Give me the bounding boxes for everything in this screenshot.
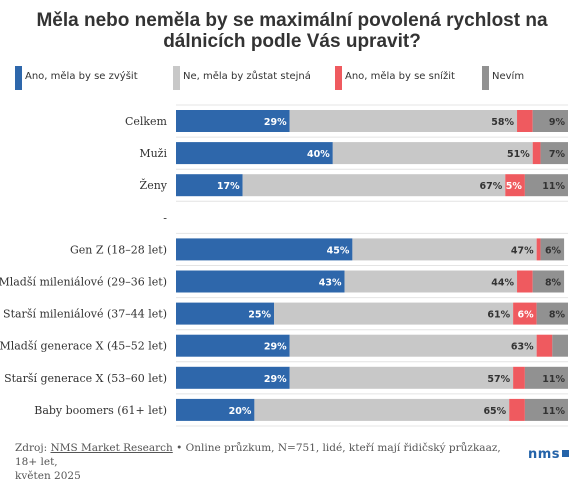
data-label-decrease: 6% — [517, 310, 534, 321]
category-label: Muži — [139, 147, 167, 160]
bar-segment-increase — [176, 366, 290, 389]
data-label-same: 44% — [491, 278, 514, 289]
bar-segment-increase — [176, 110, 290, 132]
category-label: Gen Z (18–28 let) — [70, 243, 167, 256]
legend-label-dontknow: Nevím — [492, 71, 525, 82]
logo-square-icon — [562, 450, 569, 457]
legend-swatch-dontknow — [482, 66, 489, 90]
bar-segment-increase — [176, 238, 353, 261]
nms-logo: nms — [528, 447, 569, 462]
bar-segment-dontknow — [524, 174, 568, 197]
category-label: Starší mileniálové (37–44 let) — [3, 308, 167, 321]
data-label-same: 61% — [487, 310, 510, 321]
bar-segment-dontknow — [524, 398, 568, 421]
footer-source: Zdroj: NMS Market Research • Online průz… — [15, 441, 515, 483]
data-label-same: 65% — [483, 406, 506, 417]
footer-date: květen 2025 — [15, 470, 81, 482]
data-label-dontknow: 9% — [549, 117, 566, 128]
data-label-dontknow: 8% — [545, 278, 562, 289]
data-label-same: 67% — [480, 181, 503, 192]
bar-segment-same — [274, 302, 514, 325]
bar-segment-same — [289, 110, 518, 132]
bar-segment-same — [242, 174, 506, 197]
data-label-dontknow: 11% — [542, 181, 565, 192]
bar-segment-increase — [176, 142, 333, 165]
data-label-increase: 40% — [307, 149, 330, 160]
data-label-same: 51% — [507, 149, 530, 160]
data-label-increase: 45% — [327, 245, 350, 256]
legend-swatch-increase — [15, 66, 22, 90]
data-label-increase: 29% — [264, 374, 287, 385]
bar-segment-increase — [176, 398, 255, 421]
category-label: Starší generace X (53–60 let) — [4, 372, 167, 385]
category-label: Mladší mileniálové (29–36 let) — [0, 276, 167, 289]
category-label: - — [163, 211, 167, 224]
bar-segment-increase — [176, 270, 345, 293]
data-label-dontknow: 6% — [545, 245, 562, 256]
category-label: Ženy — [140, 178, 168, 192]
title-line-2: dálnicích podle Vás upravit? — [163, 31, 421, 52]
bar-segment-decrease — [505, 174, 525, 197]
data-label-increase: 29% — [264, 342, 287, 353]
title-line-1: Měla nebo neměla by se maximální povolen… — [36, 10, 548, 31]
data-label-same: 57% — [487, 374, 510, 385]
bar-segment-increase — [176, 334, 290, 357]
source-link[interactable]: NMS Market Research — [50, 442, 173, 454]
bar-segment-decrease — [513, 302, 537, 325]
bar-segment-decrease — [517, 270, 533, 293]
bar-segment-same — [344, 270, 518, 293]
data-label-increase: 43% — [319, 278, 342, 289]
data-label-dontknow: 7% — [549, 149, 566, 160]
data-label-same: 47% — [511, 245, 534, 256]
bar-segment-same — [332, 142, 533, 165]
category-label: Baby boomers (61+ let) — [34, 404, 167, 417]
bar-segment-same — [289, 366, 514, 389]
bar-segment-increase — [176, 174, 243, 197]
bar-segment-decrease — [513, 366, 525, 389]
bar-segment-decrease — [532, 142, 541, 165]
data-label-dontknow: 11% — [542, 374, 565, 385]
bar-segment-dontknow — [532, 110, 568, 132]
data-label-increase: 17% — [217, 181, 240, 192]
data-label-dontknow: 8% — [549, 310, 566, 321]
data-label-increase: 20% — [229, 406, 252, 417]
bar-segment-same — [352, 238, 537, 261]
bar-segment-increase — [176, 302, 274, 325]
data-label-increase: 25% — [248, 310, 271, 321]
legend: Ano, měla by se zvýšit Ne, měla by zůsta… — [15, 66, 575, 90]
bar-segment-dontknow — [536, 302, 568, 325]
bar-segment-dontknow — [540, 142, 568, 165]
category-label: Celkem — [125, 115, 168, 128]
bar-segment-dontknow — [552, 334, 568, 357]
data-label-increase: 29% — [264, 117, 287, 128]
bar-segment-decrease — [517, 110, 533, 132]
bar-segment-same — [289, 334, 537, 357]
bar-segment-same — [254, 398, 510, 421]
data-label-same: 58% — [491, 117, 514, 128]
data-label-dontknow: 11% — [542, 406, 565, 417]
legend-label-increase: Ano, měla by se zvýšit — [25, 71, 138, 82]
category-label: Mladší generace X (45–52 let) — [0, 340, 167, 353]
logo-text: nms — [527, 447, 560, 462]
legend-label-same: Ne, měla by zůstat stejná — [183, 71, 311, 82]
footer-prefix: Zdroj: — [15, 442, 51, 454]
legend-label-decrease: Ano, měla by se snížit — [345, 71, 455, 82]
bar-segment-decrease — [536, 334, 553, 357]
data-label-decrease: 5% — [506, 181, 523, 192]
bar-segment-decrease — [509, 398, 525, 421]
footer-suffix: • Online průzkum, N=751, lidé, kteří maj… — [15, 442, 501, 468]
data-label-same: 63% — [511, 342, 534, 353]
legend-swatch-same — [173, 66, 180, 90]
bar-segment-decrease — [536, 238, 541, 261]
bar-segment-dontknow — [532, 270, 565, 293]
bar-segment-dontknow — [540, 238, 565, 261]
chart-title: Měla nebo neměla by se maximální povolen… — [0, 10, 584, 52]
legend-swatch-decrease — [335, 66, 342, 90]
bar-segment-dontknow — [524, 366, 568, 389]
